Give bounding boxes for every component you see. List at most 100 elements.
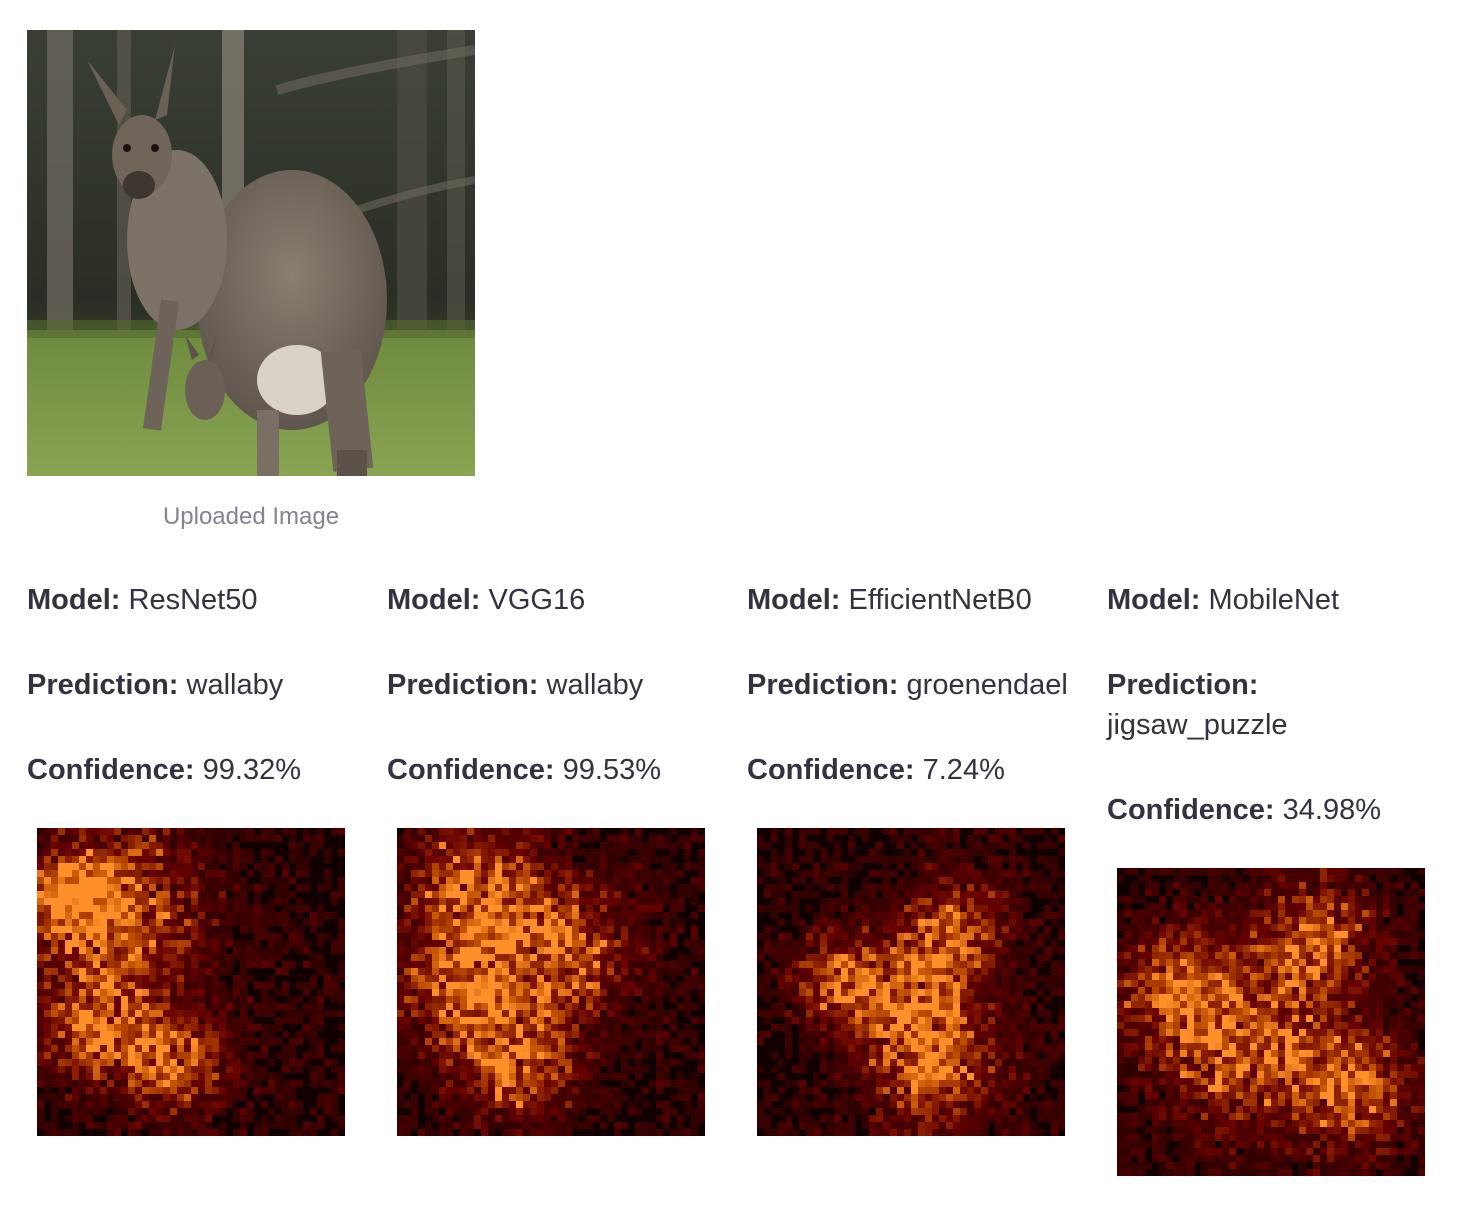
heatmap-cell bbox=[282, 1059, 289, 1066]
heatmap-cell bbox=[282, 1052, 289, 1059]
heatmap-cell bbox=[757, 1122, 764, 1129]
heatmap-cell bbox=[876, 975, 883, 982]
heatmap-cell bbox=[317, 884, 324, 891]
heatmap-cell bbox=[268, 1122, 275, 1129]
heatmap-cell bbox=[142, 1045, 149, 1052]
heatmap-cell bbox=[156, 954, 163, 961]
heatmap-cell bbox=[981, 940, 988, 947]
heatmap-cell bbox=[432, 975, 439, 982]
heatmap-cell bbox=[1002, 1038, 1009, 1045]
heatmap-cell bbox=[988, 954, 995, 961]
heatmap-cell bbox=[813, 947, 820, 954]
heatmap-cell bbox=[974, 940, 981, 947]
heatmap-cell bbox=[149, 1031, 156, 1038]
heatmap-cell bbox=[404, 926, 411, 933]
heatmap-cell bbox=[296, 926, 303, 933]
heatmap-cell bbox=[425, 898, 432, 905]
heatmap-cell bbox=[149, 863, 156, 870]
heatmap-cell bbox=[981, 1066, 988, 1073]
heatmap-cell bbox=[65, 982, 72, 989]
heatmap-cell bbox=[114, 947, 121, 954]
heatmap-cell bbox=[628, 1003, 635, 1010]
heatmap-cell bbox=[1002, 968, 1009, 975]
heatmap-cell bbox=[37, 1010, 44, 1017]
heatmap-cell bbox=[268, 1059, 275, 1066]
heatmap-cell bbox=[848, 870, 855, 877]
heatmap-cell bbox=[1051, 947, 1058, 954]
heatmap-cell bbox=[778, 1108, 785, 1115]
heatmap-cell bbox=[509, 982, 516, 989]
heatmap-cell bbox=[778, 1122, 785, 1129]
heatmap-cell bbox=[397, 912, 404, 919]
heatmap-cell bbox=[303, 870, 310, 877]
heatmap-cell bbox=[198, 912, 205, 919]
heatmap-cell bbox=[558, 1052, 565, 1059]
heatmap-cell bbox=[44, 877, 51, 884]
heatmap-cell bbox=[488, 1080, 495, 1087]
heatmap-cell bbox=[338, 1066, 345, 1073]
heatmap-cell bbox=[698, 989, 705, 996]
heatmap-cell bbox=[600, 940, 607, 947]
heatmap-cell bbox=[128, 968, 135, 975]
heatmap-cell bbox=[946, 1066, 953, 1073]
heatmap-cell bbox=[58, 1087, 65, 1094]
heatmap-cell bbox=[317, 989, 324, 996]
heatmap-cell bbox=[453, 975, 460, 982]
heatmap-cell bbox=[282, 1066, 289, 1073]
heatmap-cell bbox=[925, 926, 932, 933]
heatmap-cell bbox=[967, 982, 974, 989]
heatmap-cell bbox=[502, 849, 509, 856]
heatmap-cell bbox=[918, 1031, 925, 1038]
heatmap-cell bbox=[44, 1066, 51, 1073]
heatmap-cell bbox=[317, 1017, 324, 1024]
heatmap-cell bbox=[757, 1101, 764, 1108]
heatmap-cell bbox=[481, 1115, 488, 1122]
heatmap-cell bbox=[698, 1052, 705, 1059]
heatmap-cell bbox=[495, 828, 502, 835]
heatmap-cell bbox=[460, 996, 467, 1003]
heatmap-cell bbox=[946, 1094, 953, 1101]
heatmap-cell bbox=[904, 947, 911, 954]
heatmap-cell bbox=[212, 1087, 219, 1094]
heatmap-cell bbox=[841, 989, 848, 996]
heatmap-cell bbox=[834, 968, 841, 975]
heatmap-cell bbox=[37, 1115, 44, 1122]
heatmap-cell bbox=[184, 1045, 191, 1052]
heatmap-cell bbox=[219, 968, 226, 975]
heatmap-cell bbox=[261, 884, 268, 891]
heatmap-cell bbox=[488, 975, 495, 982]
heatmap-cell bbox=[495, 996, 502, 1003]
heatmap-cell bbox=[397, 961, 404, 968]
heatmap-cell bbox=[565, 842, 572, 849]
heatmap-cell bbox=[1051, 891, 1058, 898]
heatmap-cell bbox=[226, 912, 233, 919]
heatmap-cell bbox=[495, 933, 502, 940]
heatmap-cell bbox=[474, 947, 481, 954]
heatmap-cell bbox=[883, 1101, 890, 1108]
heatmap-cell bbox=[170, 1045, 177, 1052]
heatmap-cell bbox=[614, 1031, 621, 1038]
heatmap-cell bbox=[453, 954, 460, 961]
heatmap-cell bbox=[170, 1073, 177, 1080]
heatmap-cell bbox=[635, 961, 642, 968]
heatmap-cell bbox=[925, 975, 932, 982]
heatmap-cell bbox=[446, 919, 453, 926]
heatmap-cell bbox=[72, 1073, 79, 1080]
heatmap-cell bbox=[432, 919, 439, 926]
heatmap-cell bbox=[254, 961, 261, 968]
heatmap-cell bbox=[656, 1010, 663, 1017]
heatmap-cell bbox=[170, 968, 177, 975]
heatmap-cell bbox=[593, 1066, 600, 1073]
heatmap-cell bbox=[820, 961, 827, 968]
heatmap-cell bbox=[509, 1010, 516, 1017]
heatmap-cell bbox=[565, 1010, 572, 1017]
heatmap-cell bbox=[799, 1010, 806, 1017]
heatmap-cell bbox=[240, 1080, 247, 1087]
heatmap-cell bbox=[572, 961, 579, 968]
heatmap-cell bbox=[418, 1031, 425, 1038]
heatmap-cell bbox=[820, 1052, 827, 1059]
heatmap-cell bbox=[268, 898, 275, 905]
heatmap-cell bbox=[663, 1059, 670, 1066]
heatmap-cell bbox=[425, 1080, 432, 1087]
heatmap-cell bbox=[114, 1045, 121, 1052]
